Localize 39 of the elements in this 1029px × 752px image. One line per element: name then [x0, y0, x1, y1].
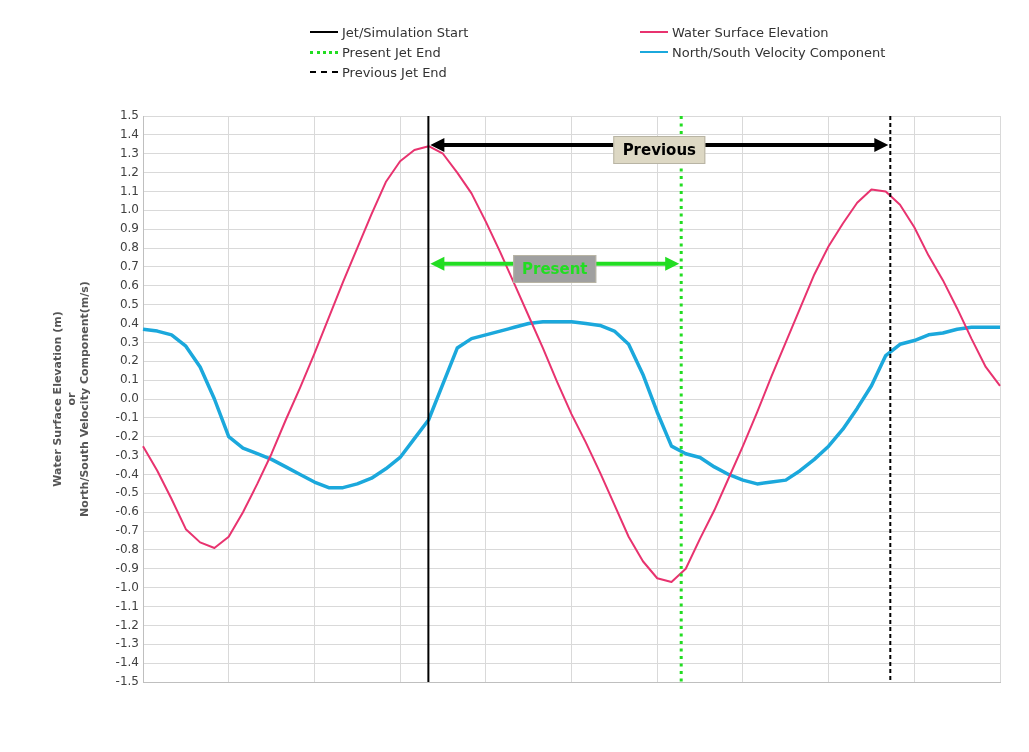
annotation: Previous: [613, 135, 706, 164]
y-tick-label: 0.0: [119, 391, 139, 406]
y-tick-label: 0.7: [119, 259, 139, 274]
legend-label: Water Surface Elevation: [672, 24, 829, 40]
y-tick-label: -1.4: [115, 655, 139, 670]
y-tick-label: 0.4: [119, 315, 139, 330]
y-tick-label: 0.2: [119, 353, 139, 368]
y-tick-label: 1.5: [119, 108, 139, 123]
y-tick-label: 1.4: [119, 126, 139, 141]
y-tick-label: 0.8: [119, 240, 139, 255]
y-tick-label: -0.5: [115, 485, 139, 500]
y-tick-label: 1.3: [119, 145, 139, 160]
y-tick-label: 1.1: [119, 183, 139, 198]
y-tick-label: 1.0: [119, 202, 139, 217]
y-tick-label: -0.2: [115, 428, 139, 443]
y-tick-label: 0.6: [119, 277, 139, 292]
y-tick-label: -1.5: [115, 674, 139, 689]
y-tick-label: -1.1: [115, 598, 139, 613]
y-tick-label: -0.9: [115, 560, 139, 575]
y-tick-label: -1.0: [115, 579, 139, 594]
y-tick-label: -0.6: [115, 504, 139, 519]
y-tick-label: -1.2: [115, 617, 139, 632]
y-tick-label: -0.8: [115, 542, 139, 557]
text: Previous Jet End: [342, 64, 447, 80]
y-tick-label: -0.1: [115, 409, 139, 424]
y-tick-label: 0.5: [119, 296, 139, 311]
annotation: Present: [513, 254, 597, 283]
y-tick-label: 1.2: [119, 164, 139, 179]
text: Present Jet End: [342, 44, 441, 60]
y-tick-label: 0.3: [119, 334, 139, 349]
y-axis-title: Water Surface Elevation (m) or North/South Velocity Component(m/s): [51, 281, 91, 517]
y-tick-label: 0.9: [119, 221, 139, 236]
legend-label: North/South Velocity Component: [672, 44, 886, 60]
y-tick-label: -1.3: [115, 636, 139, 651]
y-tick-label: -0.3: [115, 447, 139, 462]
text: Jet/Simulation Start: [342, 24, 469, 40]
y-tick-label: 0.1: [119, 372, 139, 387]
y-tick-label: -0.4: [115, 466, 139, 481]
y-tick-label: -0.7: [115, 523, 139, 538]
